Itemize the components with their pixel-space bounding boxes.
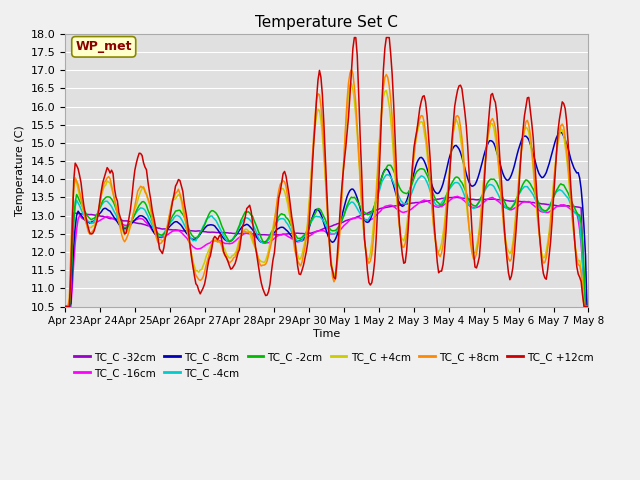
Title: Temperature Set C: Temperature Set C bbox=[255, 15, 398, 30]
X-axis label: Time: Time bbox=[313, 329, 340, 339]
Text: WP_met: WP_met bbox=[76, 40, 132, 53]
Legend: TC_C -32cm, TC_C -16cm, TC_C -8cm, TC_C -4cm, TC_C -2cm, TC_C +4cm, TC_C +8cm, T: TC_C -32cm, TC_C -16cm, TC_C -8cm, TC_C … bbox=[70, 348, 598, 383]
Y-axis label: Temperature (C): Temperature (C) bbox=[15, 125, 25, 216]
